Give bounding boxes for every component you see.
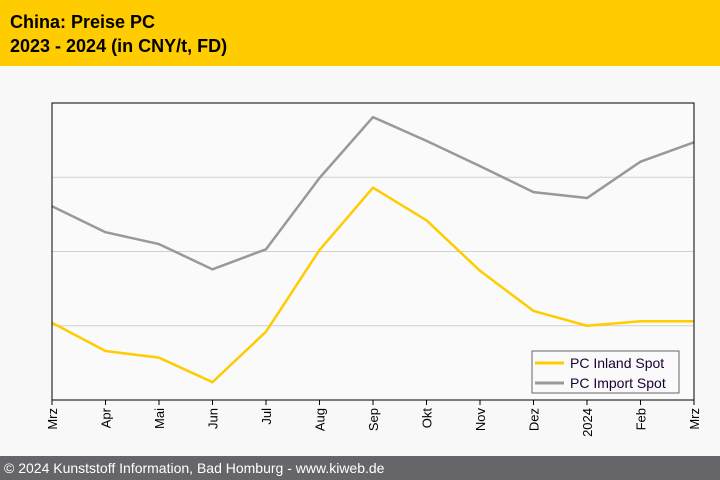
x-tick-label: 2024	[580, 408, 595, 437]
x-tick-label: Dez	[527, 408, 542, 431]
legend	[531, 350, 680, 394]
footer-copyright: © 2024 Kunststoff Information, Bad Hombu…	[0, 456, 720, 480]
x-tick-label: Nov	[473, 408, 488, 432]
x-tick-label: Jun	[206, 408, 221, 429]
x-tick-label: Mai	[152, 408, 167, 429]
x-tick-label: Mrz	[687, 408, 702, 430]
x-tick-label: Apr	[99, 407, 114, 428]
x-tick-label: Sep	[366, 408, 381, 431]
chart-title: China: Preise PC	[10, 12, 156, 32]
x-tick-label: Jul	[259, 408, 274, 425]
x-tick-label: Okt	[420, 408, 435, 429]
legend-label: PC Import Spot	[570, 375, 666, 391]
x-tick-label: Feb	[634, 408, 649, 430]
chart-subtitle: 2023 - 2024 (in CNY/t, FD)	[10, 36, 228, 56]
x-tick-label: Aug	[313, 408, 328, 431]
header-banner: China: Preise PC 2023 - 2024 (in CNY/t, …	[0, 0, 720, 66]
x-tick-label: Mrz	[45, 408, 60, 430]
legend-label: PC Inland Spot	[570, 355, 664, 371]
